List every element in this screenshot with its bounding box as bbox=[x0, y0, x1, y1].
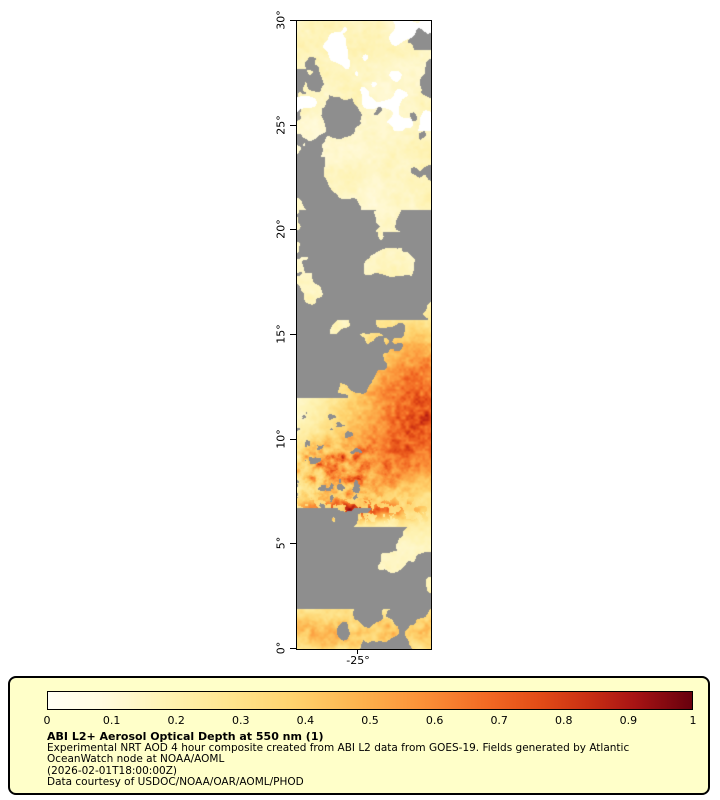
colorbar-tick-0-2: 0.2 bbox=[167, 714, 185, 727]
legend-timestamp: (2026-02-01T18:00:00Z) bbox=[47, 764, 177, 777]
x-tick-mark bbox=[357, 649, 358, 654]
y-tick-label-15: 15° bbox=[274, 324, 288, 344]
y-tick-mark bbox=[290, 439, 296, 440]
y-tick-label-25: 25° bbox=[274, 115, 288, 135]
x-tick-label: -25° bbox=[346, 654, 370, 667]
y-tick-mark bbox=[290, 648, 296, 649]
legend-credit: Data courtesy of USDOC/NOAA/OAR/AOML/PHO… bbox=[47, 775, 304, 788]
colorbar-tick-labels: 0 0.1 0.2 0.3 0.4 0.5 0.6 0.7 0.8 0.9 1 bbox=[43, 714, 697, 727]
colorbar-tick-0-1: 0.1 bbox=[102, 714, 121, 727]
legend-title: ABI L2+ Aerosol Optical Depth at 550 nm … bbox=[47, 730, 324, 743]
legend-description-line2: OceanWatch node at NOAA/AOML bbox=[47, 753, 225, 766]
y-tick-label-10: 10° bbox=[274, 429, 288, 449]
colorbar-tick-0-7: 0.7 bbox=[490, 714, 508, 727]
colorbar-tick-1: 1 bbox=[689, 714, 697, 727]
y-tick-label-0: 0° bbox=[274, 641, 288, 655]
y-tick-mark bbox=[290, 229, 296, 230]
colorbar bbox=[47, 691, 693, 710]
colorbar-tick-0-9: 0.9 bbox=[619, 714, 638, 727]
y-tick-mark bbox=[290, 125, 296, 126]
colorbar-tick-0-5: 0.5 bbox=[361, 714, 379, 727]
y-tick-mark bbox=[290, 20, 296, 21]
legend-description-line1: Experimental NRT AOD 4 hour composite cr… bbox=[47, 742, 630, 754]
aod-map-raster bbox=[297, 21, 431, 649]
legend-text: ABI L2+ Aerosol Optical Depth at 550 nm … bbox=[47, 730, 629, 788]
y-tick-label-5: 5° bbox=[274, 536, 288, 550]
colorbar-tick-0: 0 bbox=[43, 714, 51, 727]
colorbar-tick-0-8: 0.8 bbox=[555, 714, 573, 727]
y-tick-label-20: 20° bbox=[274, 219, 288, 239]
legend-box: 0 0.1 0.2 0.3 0.4 0.5 0.6 0.7 0.8 0.9 1 … bbox=[8, 676, 710, 795]
map-panel bbox=[296, 20, 432, 650]
y-tick-mark bbox=[290, 334, 296, 335]
colorbar-tick-0-4: 0.4 bbox=[296, 714, 315, 727]
y-tick-mark bbox=[290, 543, 296, 544]
colorbar-tick-0-6: 0.6 bbox=[425, 714, 444, 727]
y-tick-label-30: 30° bbox=[274, 10, 288, 30]
colorbar-tick-0-3: 0.3 bbox=[232, 714, 250, 727]
